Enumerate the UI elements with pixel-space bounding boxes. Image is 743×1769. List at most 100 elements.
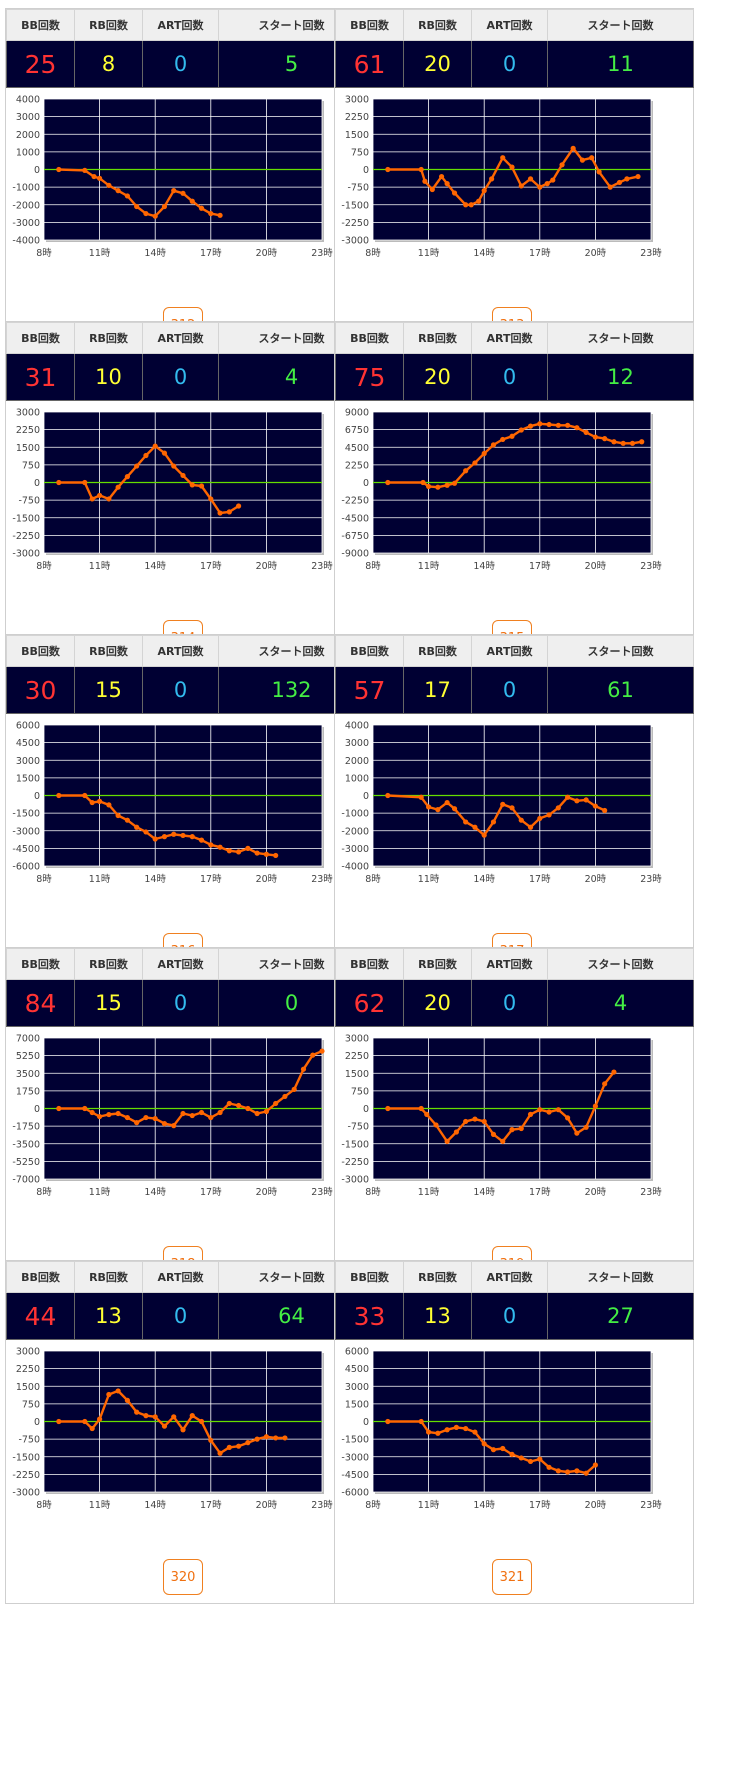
x-tick-label: 17時 xyxy=(200,874,222,885)
machine-card: BB回数 RB回数 ART回数 スタート回数 84 15 0 0 7000 5250 3500 175… xyxy=(5,947,365,1291)
data-point xyxy=(518,1125,524,1132)
data-point xyxy=(624,176,630,182)
data-point xyxy=(418,794,424,800)
data-point xyxy=(226,1100,232,1107)
rb-count: 17 xyxy=(403,666,472,714)
data-point xyxy=(82,792,88,799)
data-point xyxy=(263,1434,269,1440)
data-point xyxy=(56,1418,62,1425)
machine-card: BB回数 RB回数 ART回数 スタート回数 61 20 0 11 3000 2250 1500 75… xyxy=(334,8,694,352)
data-point xyxy=(509,433,515,439)
x-tick-label: 11時 xyxy=(89,874,111,885)
data-point xyxy=(527,1111,534,1117)
data-point xyxy=(143,210,149,217)
bb-count: 44 xyxy=(6,1292,75,1340)
y-tick-label: 6000 xyxy=(345,1347,369,1358)
rb-header: RB回数 xyxy=(403,322,472,354)
bb-header: BB回数 xyxy=(6,322,75,354)
y-tick-label: -7000 xyxy=(12,1175,40,1186)
y-tick-label: 0 xyxy=(34,165,40,176)
data-point xyxy=(385,1418,391,1425)
data-point xyxy=(124,193,130,199)
rb-header: RB回数 xyxy=(403,9,472,41)
y-tick-label: -1500 xyxy=(12,809,40,820)
data-point xyxy=(420,479,426,486)
machine-card: BB回数 RB回数 ART回数 スタート回数 57 17 0 61 4000 3000 2000 10… xyxy=(334,634,694,978)
data-point xyxy=(518,183,524,189)
y-tick-label: 9000 xyxy=(345,408,369,419)
y-tick-label: -1500 xyxy=(341,200,369,211)
data-point xyxy=(426,804,432,810)
bb-header: BB回数 xyxy=(335,635,404,667)
y-tick-label: -1500 xyxy=(341,1139,369,1150)
machine-card: BB回数 RB回数 ART回数 スタート回数 44 13 0 64 3000 2250 1500 75… xyxy=(5,1260,365,1604)
y-tick-label: 3000 xyxy=(16,408,40,419)
art-header: ART回数 xyxy=(471,9,548,41)
x-tick-label: 11時 xyxy=(418,1187,440,1198)
data-point xyxy=(254,1110,260,1117)
rb-count: 13 xyxy=(403,1292,472,1340)
data-point xyxy=(635,173,641,180)
y-tick-label: 1500 xyxy=(16,1382,40,1393)
data-point xyxy=(620,440,626,446)
start-header: スタート回数 xyxy=(547,9,694,41)
data-point xyxy=(546,812,552,818)
bb-count: 30 xyxy=(6,666,75,714)
data-point xyxy=(161,203,168,210)
data-point xyxy=(106,1391,112,1398)
data-point xyxy=(463,1425,469,1432)
y-tick-label: -750 xyxy=(18,496,40,507)
y-tick-label: -3500 xyxy=(12,1139,40,1150)
x-tick-label: 8時 xyxy=(365,1187,381,1198)
machine-number-button[interactable]: 321 xyxy=(492,1559,532,1595)
stats-table: BB回数 RB回数 ART回数 スタート回数 31 10 0 4 xyxy=(6,322,365,401)
rb-header: RB回数 xyxy=(74,322,143,354)
y-tick-label: 0 xyxy=(363,1417,369,1428)
data-point xyxy=(97,1113,103,1120)
y-tick-label: -3000 xyxy=(341,1175,369,1186)
x-tick-label: 11時 xyxy=(418,1500,440,1511)
bb-header: BB回数 xyxy=(335,948,404,980)
data-point xyxy=(217,212,223,218)
data-point xyxy=(152,1414,158,1420)
data-point xyxy=(208,496,214,502)
machine-card: BB回数 RB回数 ART回数 スタート回数 62 20 0 4 3000 2250 1500 750… xyxy=(334,947,694,1291)
start-header: スタート回数 xyxy=(547,635,694,667)
data-point xyxy=(472,1429,478,1435)
data-point xyxy=(273,1435,279,1441)
data-point xyxy=(115,484,121,490)
series-line xyxy=(387,794,606,837)
machine-number-button[interactable]: 320 xyxy=(163,1559,203,1595)
y-tick-label: 1500 xyxy=(16,443,40,454)
y-tick-label: 0 xyxy=(363,478,369,489)
data-point xyxy=(152,213,158,219)
x-tick-label: 20時 xyxy=(585,1500,607,1511)
data-point xyxy=(555,1468,561,1474)
y-tick-label: -6750 xyxy=(341,531,369,542)
bb-count: 33 xyxy=(335,1292,404,1340)
stats-table: BB回数 RB回数 ART回数 スタート回数 33 13 0 27 xyxy=(335,1261,694,1340)
data-point xyxy=(546,421,552,428)
data-point xyxy=(433,1122,439,1128)
rb-count: 10 xyxy=(74,353,143,401)
y-tick-label: 0 xyxy=(363,791,369,802)
x-tick-label: 23時 xyxy=(311,1500,333,1511)
data-point xyxy=(481,188,487,194)
data-point xyxy=(592,803,598,809)
y-tick-label: 4000 xyxy=(345,721,369,732)
y-tick-label: 1500 xyxy=(345,130,369,141)
data-point xyxy=(444,799,450,806)
data-point xyxy=(124,1397,130,1403)
data-point xyxy=(490,819,497,825)
y-tick-label: -3000 xyxy=(12,549,40,560)
y-tick-label: -1500 xyxy=(341,1435,369,1446)
data-point xyxy=(527,423,534,429)
stats-table: BB回数 RB回数 ART回数 スタート回数 61 20 0 11 xyxy=(335,9,694,88)
data-point xyxy=(385,792,391,799)
x-tick-label: 17時 xyxy=(200,248,222,259)
data-point xyxy=(217,510,223,516)
series-line xyxy=(58,1049,323,1127)
data-point xyxy=(451,480,458,486)
